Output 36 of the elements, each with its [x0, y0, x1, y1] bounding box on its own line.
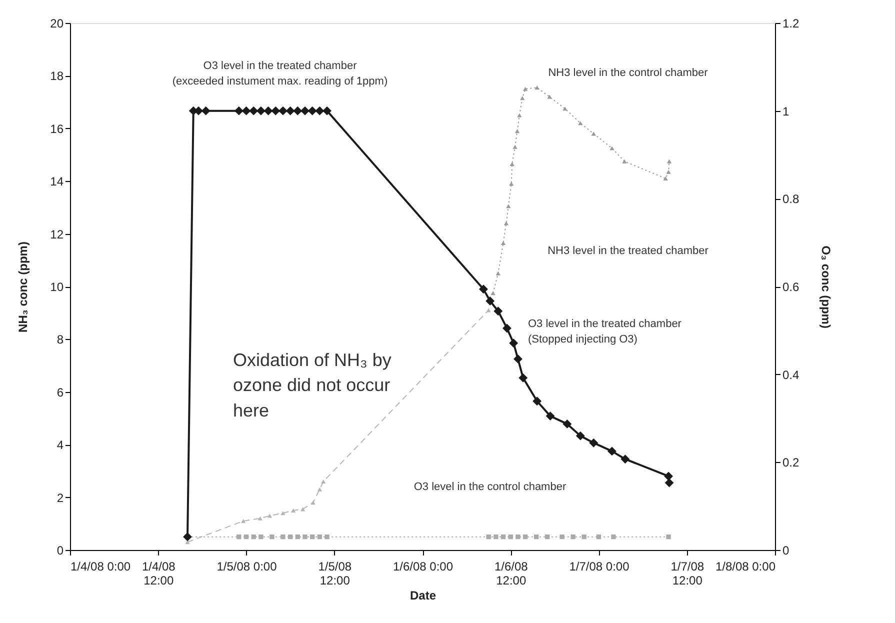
x-tick-label: 1/4/08 0:00	[70, 560, 131, 574]
x-tick-label: 1/5/08 12:00	[318, 560, 352, 588]
y2-axis-title: O₃ conc (ppm)	[819, 246, 834, 328]
y-tick-label: 4	[56, 438, 64, 452]
y-tick-label: 18	[50, 69, 64, 84]
x-tick-label: 1/8/08 0:00	[715, 560, 776, 574]
x-axis-title: Date	[410, 588, 436, 602]
x-tick-label: 1/7/08 0:00	[569, 560, 630, 574]
x-tick-label: 1/4/08 12:00	[142, 560, 176, 588]
x-tick-label: 1/6/08 0:00	[392, 560, 454, 574]
y2-tick-label: 0.8	[782, 192, 800, 206]
annotation: O3 level in the treated chamber (exceeded instument max. reading of 1ppm)	[172, 60, 388, 88]
annotation: O3 level in the treated chamber (Stopped injecting O3)	[528, 318, 682, 346]
y-tick-label: 14	[50, 174, 64, 189]
y2-tick-label: 0.2	[782, 456, 800, 470]
y2-tick-label: 1.2	[782, 16, 800, 30]
y-tick-label: 20	[50, 16, 64, 30]
y2-tick-label: 0	[782, 544, 790, 558]
x-tick-label: 1/7/08 12:00	[670, 560, 704, 588]
y-tick-label: 10	[50, 280, 64, 294]
annotation: NH3 level in the control chamber	[548, 67, 708, 79]
y2-tick-label: 0.6	[782, 280, 800, 294]
y-tick-label: 8	[56, 332, 64, 347]
x-tick-label: 1/5/08 0:00	[216, 560, 278, 574]
annotation: Oxidation of NH₃ by ozone did not occur here	[233, 350, 392, 420]
y-axis-title: NH₃ conc (ppm)	[16, 242, 30, 332]
y-tick-label: 0	[56, 544, 64, 558]
y-tick-label: 12	[50, 227, 64, 242]
y-tick-label: 6	[56, 385, 64, 400]
y-tick-label: 16	[50, 122, 64, 136]
y2-tick-label: 0.4	[782, 368, 800, 382]
x-tick-label: 1/6/08 12:00	[494, 560, 528, 588]
y2-tick-label: 1	[782, 104, 790, 118]
y-tick-label: 2	[56, 490, 64, 505]
annotation: O3 level in the control chamber	[414, 481, 566, 493]
annotation: NH3 level in the treated chamber	[548, 245, 709, 257]
